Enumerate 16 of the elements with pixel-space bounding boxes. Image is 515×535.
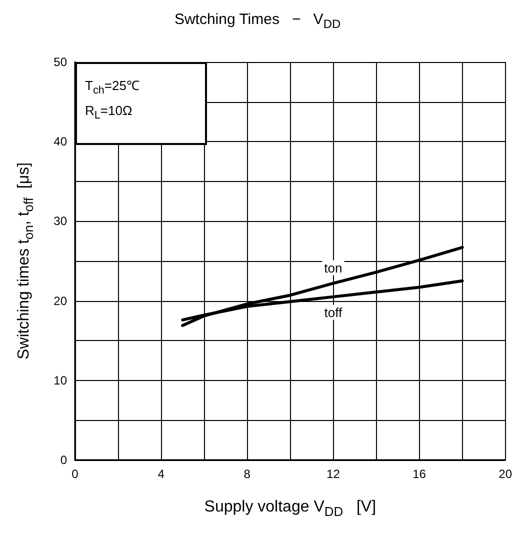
- y-tick-label: 0: [60, 453, 68, 467]
- y-axis-title: Switching times ton, toff [μs]: [16, 162, 36, 360]
- x-tick-label: 4: [158, 467, 165, 481]
- y-tick-label: 40: [54, 134, 68, 149]
- x-tick-label: 16: [412, 467, 426, 481]
- series-label: ton: [324, 260, 342, 276]
- x-tick-label: 8: [244, 467, 251, 481]
- series-label: toff: [324, 304, 342, 320]
- x-tick-label: 20: [498, 467, 512, 481]
- x-tick-label: 0: [72, 467, 79, 481]
- y-tick-label: 10: [54, 373, 68, 388]
- x-tick-label: 12: [326, 467, 340, 481]
- y-tick-label: 20: [54, 294, 68, 308]
- note-box: T$_{ch}$=25℃ R$_{L}$=10Ω: [75, 62, 207, 145]
- y-tick-label: 30: [54, 214, 68, 228]
- y-tick-label: 50: [54, 55, 68, 69]
